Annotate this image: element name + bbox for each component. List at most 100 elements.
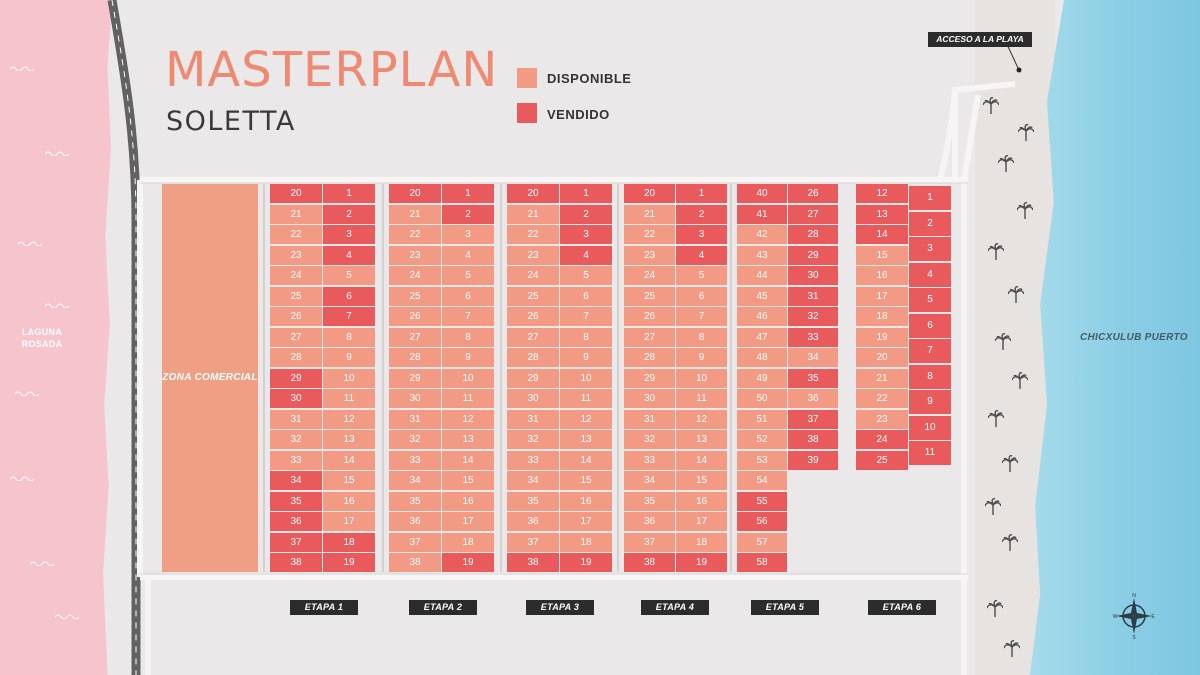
lot-etapa-2-1[interactable]: 1 xyxy=(442,184,494,204)
lot-etapa-2-17[interactable]: 17 xyxy=(442,512,494,532)
lot-etapa-4-7[interactable]: 7 xyxy=(676,307,727,327)
lot-etapa-3-38[interactable]: 38 xyxy=(507,553,559,573)
lot-etapa-1-14[interactable]: 14 xyxy=(323,450,375,470)
lot-etapa-1-22[interactable]: 22 xyxy=(270,225,322,245)
lot-etapa-5-50[interactable]: 50 xyxy=(737,389,787,409)
lot-etapa-2-7[interactable]: 7 xyxy=(442,307,494,327)
lot-etapa-1-32[interactable]: 32 xyxy=(270,430,322,450)
etapa-5-label[interactable]: ETAPA 5 xyxy=(751,600,819,615)
lot-etapa-2-37[interactable]: 37 xyxy=(389,532,441,552)
lot-etapa-2-31[interactable]: 31 xyxy=(389,409,441,429)
lot-etapa-2-4[interactable]: 4 xyxy=(442,245,494,265)
lot-etapa-6-8[interactable]: 8 xyxy=(909,364,951,389)
lot-etapa-6-6[interactable]: 6 xyxy=(909,313,951,338)
lot-etapa-6-1[interactable]: 1 xyxy=(909,186,951,210)
lot-etapa-1-9[interactable]: 9 xyxy=(323,348,375,368)
lot-etapa-4-27[interactable]: 27 xyxy=(624,327,675,347)
lot-etapa-3-14[interactable]: 14 xyxy=(560,450,612,470)
lot-etapa-4-4[interactable]: 4 xyxy=(676,245,727,265)
lot-etapa-1-6[interactable]: 6 xyxy=(323,286,375,306)
lot-etapa-6-21[interactable]: 21 xyxy=(856,368,908,388)
lot-etapa-3-6[interactable]: 6 xyxy=(560,286,612,306)
lot-etapa-4-19[interactable]: 19 xyxy=(676,553,727,573)
lot-etapa-1-29[interactable]: 29 xyxy=(270,368,322,388)
lot-etapa-5-44[interactable]: 44 xyxy=(737,266,787,286)
lot-etapa-1-36[interactable]: 36 xyxy=(270,512,322,532)
lot-etapa-2-10[interactable]: 10 xyxy=(442,368,494,388)
lot-etapa-4-38[interactable]: 38 xyxy=(624,553,675,573)
lot-etapa-4-37[interactable]: 37 xyxy=(624,532,675,552)
lot-etapa-1-7[interactable]: 7 xyxy=(323,307,375,327)
lot-etapa-4-13[interactable]: 13 xyxy=(676,430,727,450)
lot-etapa-5-45[interactable]: 45 xyxy=(737,286,787,306)
lot-etapa-1-2[interactable]: 2 xyxy=(323,204,375,224)
lot-etapa-4-20[interactable]: 20 xyxy=(624,184,675,204)
lot-etapa-3-15[interactable]: 15 xyxy=(560,471,612,491)
lot-etapa-3-33[interactable]: 33 xyxy=(507,450,559,470)
lot-etapa-6-24[interactable]: 24 xyxy=(856,430,908,450)
lot-etapa-3-37[interactable]: 37 xyxy=(507,532,559,552)
lot-etapa-3-4[interactable]: 4 xyxy=(560,245,612,265)
lot-etapa-2-28[interactable]: 28 xyxy=(389,348,441,368)
lot-etapa-6-20[interactable]: 20 xyxy=(856,348,908,368)
lot-etapa-4-11[interactable]: 11 xyxy=(676,389,727,409)
lot-etapa-5-27[interactable]: 27 xyxy=(788,204,838,224)
lot-etapa-1-31[interactable]: 31 xyxy=(270,409,322,429)
lot-etapa-3-35[interactable]: 35 xyxy=(507,491,559,511)
lot-etapa-3-27[interactable]: 27 xyxy=(507,327,559,347)
lot-etapa-4-26[interactable]: 26 xyxy=(624,307,675,327)
lot-etapa-3-17[interactable]: 17 xyxy=(560,512,612,532)
lot-etapa-4-33[interactable]: 33 xyxy=(624,450,675,470)
lot-etapa-3-30[interactable]: 30 xyxy=(507,389,559,409)
lot-etapa-2-30[interactable]: 30 xyxy=(389,389,441,409)
lot-etapa-5-42[interactable]: 42 xyxy=(737,225,787,245)
lot-etapa-3-19[interactable]: 19 xyxy=(560,553,612,573)
lot-etapa-1-4[interactable]: 4 xyxy=(323,245,375,265)
lot-etapa-2-34[interactable]: 34 xyxy=(389,471,441,491)
lot-etapa-3-31[interactable]: 31 xyxy=(507,409,559,429)
lot-etapa-1-34[interactable]: 34 xyxy=(270,471,322,491)
lot-etapa-3-8[interactable]: 8 xyxy=(560,327,612,347)
lot-etapa-5-30[interactable]: 30 xyxy=(788,266,838,286)
lot-etapa-1-25[interactable]: 25 xyxy=(270,286,322,306)
lot-etapa-2-8[interactable]: 8 xyxy=(442,327,494,347)
lot-etapa-4-29[interactable]: 29 xyxy=(624,368,675,388)
lot-etapa-5-48[interactable]: 48 xyxy=(737,348,787,368)
lot-etapa-2-20[interactable]: 20 xyxy=(389,184,441,204)
lot-etapa-4-28[interactable]: 28 xyxy=(624,348,675,368)
lot-etapa-2-5[interactable]: 5 xyxy=(442,266,494,286)
lot-etapa-5-29[interactable]: 29 xyxy=(788,245,838,265)
lot-etapa-5-39[interactable]: 39 xyxy=(788,450,838,470)
lot-etapa-5-35[interactable]: 35 xyxy=(788,368,838,388)
lot-etapa-3-11[interactable]: 11 xyxy=(560,389,612,409)
lot-etapa-2-24[interactable]: 24 xyxy=(389,266,441,286)
lot-etapa-5-53[interactable]: 53 xyxy=(737,450,787,470)
lot-etapa-1-19[interactable]: 19 xyxy=(323,553,375,573)
lot-etapa-2-6[interactable]: 6 xyxy=(442,286,494,306)
lot-etapa-1-30[interactable]: 30 xyxy=(270,389,322,409)
lot-etapa-6-2[interactable]: 2 xyxy=(909,211,951,236)
lot-etapa-4-14[interactable]: 14 xyxy=(676,450,727,470)
lot-etapa-1-27[interactable]: 27 xyxy=(270,327,322,347)
lot-etapa-1-1[interactable]: 1 xyxy=(323,184,375,204)
lot-etapa-6-13[interactable]: 13 xyxy=(856,204,908,224)
lot-etapa-6-23[interactable]: 23 xyxy=(856,409,908,429)
lot-etapa-2-33[interactable]: 33 xyxy=(389,450,441,470)
lot-etapa-3-2[interactable]: 2 xyxy=(560,204,612,224)
lot-etapa-5-33[interactable]: 33 xyxy=(788,327,838,347)
lot-etapa-2-26[interactable]: 26 xyxy=(389,307,441,327)
lot-etapa-1-10[interactable]: 10 xyxy=(323,368,375,388)
lot-etapa-4-10[interactable]: 10 xyxy=(676,368,727,388)
lot-etapa-5-52[interactable]: 52 xyxy=(737,430,787,450)
lot-etapa-2-25[interactable]: 25 xyxy=(389,286,441,306)
lot-etapa-3-5[interactable]: 5 xyxy=(560,266,612,286)
lot-etapa-3-22[interactable]: 22 xyxy=(507,225,559,245)
lot-etapa-5-26[interactable]: 26 xyxy=(788,184,838,204)
lot-etapa-1-15[interactable]: 15 xyxy=(323,471,375,491)
lot-etapa-3-36[interactable]: 36 xyxy=(507,512,559,532)
lot-etapa-5-43[interactable]: 43 xyxy=(737,245,787,265)
lot-etapa-3-10[interactable]: 10 xyxy=(560,368,612,388)
lot-etapa-4-36[interactable]: 36 xyxy=(624,512,675,532)
lot-etapa-5-34[interactable]: 34 xyxy=(788,348,838,368)
lot-etapa-6-19[interactable]: 19 xyxy=(856,327,908,347)
